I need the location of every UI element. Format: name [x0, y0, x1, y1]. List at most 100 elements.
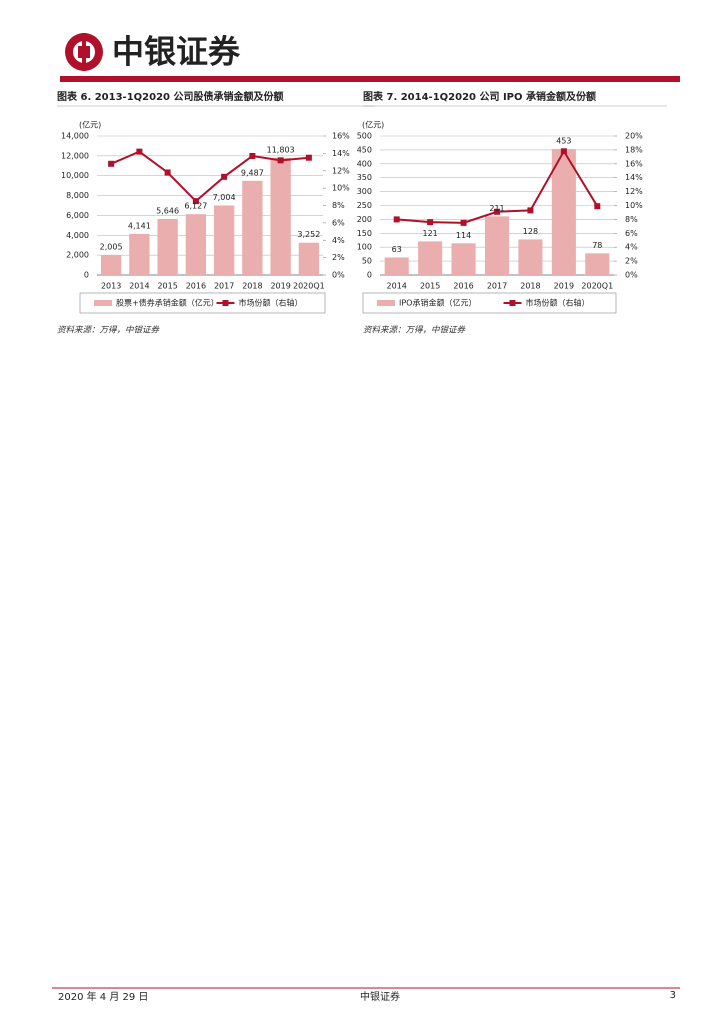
legend-label: IPO承销金额（亿元）	[399, 298, 476, 308]
logo	[65, 33, 103, 71]
y-tick-label: 8,000	[66, 191, 89, 200]
value-label: 78	[592, 241, 602, 250]
y-tick-label: 500	[357, 132, 372, 141]
y2-tick-label: 12%	[332, 166, 350, 175]
y2-tick-label: 0%	[332, 271, 345, 280]
x-tick-label: 2019	[554, 282, 574, 291]
x-tick-label: 2018	[242, 282, 262, 291]
bar	[242, 180, 263, 275]
y2-tick-label: 16%	[625, 159, 643, 168]
line-marker	[164, 169, 171, 176]
bar	[129, 233, 150, 275]
value-label: 9,487	[241, 168, 264, 177]
y-tick-label: 350	[357, 173, 372, 182]
y2-tick-label: 14%	[332, 149, 350, 158]
bar	[384, 257, 409, 275]
bar	[185, 214, 207, 275]
bar	[451, 243, 476, 275]
y-unit-label: (亿元)	[362, 120, 384, 130]
line-marker	[393, 216, 400, 223]
line-marker	[560, 148, 567, 155]
x-tick-label: 2014	[129, 282, 149, 291]
line	[110, 150, 309, 203]
value-label: 2,005	[100, 243, 123, 252]
y2-tick-label: 12%	[625, 187, 643, 196]
legend-swatch-marker	[222, 300, 229, 306]
logo-text: 中银证券	[112, 33, 241, 71]
chart-title: 图表 6. 2013-1Q2020 公司股债承销金额及份额	[57, 90, 283, 103]
y-tick-label: 150	[357, 229, 372, 238]
line-marker	[136, 148, 143, 155]
y2-tick-label: 8%	[625, 215, 638, 224]
header-rule	[60, 76, 680, 82]
x-tick-label: 2015	[420, 282, 440, 291]
legend-label: 市场份额（右轴）	[526, 298, 590, 308]
x-tick-label: 2013	[101, 282, 121, 291]
y2-tick-label: 16%	[332, 132, 350, 141]
y-tick-label: 4,000	[66, 231, 89, 240]
line-marker	[221, 173, 228, 180]
y2-tick-label: 18%	[625, 145, 643, 154]
line-marker	[527, 207, 534, 214]
line-marker	[108, 160, 115, 167]
y-tick-label: 2,000	[66, 251, 89, 260]
value-label: 63	[392, 245, 402, 254]
x-tick-label: 2019	[270, 282, 290, 291]
chart-title: 图表 7. 2014-1Q2020 公司 IPO 承销金额及份额	[363, 90, 596, 103]
bar	[518, 239, 543, 275]
legend-swatch-marker	[509, 300, 516, 306]
source-note: 资料来源：万得，中银证券	[57, 325, 161, 336]
bar	[585, 253, 610, 275]
line-marker	[305, 154, 312, 161]
x-tick-label: 2020Q1	[293, 282, 325, 291]
bar	[270, 157, 291, 275]
legend-swatch	[377, 300, 395, 306]
y-tick-label: 12,000	[61, 151, 89, 160]
y2-tick-label: 20%	[625, 132, 643, 141]
source-note: 资料来源：万得，中银证券	[363, 325, 467, 336]
y-tick-label: 0	[84, 271, 89, 280]
legend-box	[362, 292, 617, 314]
value-label: 7,004	[213, 193, 236, 202]
bar	[157, 218, 178, 275]
y-tick-label: 6,000	[66, 211, 89, 220]
value-label: 5,646	[156, 206, 179, 215]
x-tick-label: 2017	[214, 282, 234, 291]
y2-tick-label: 2%	[625, 257, 638, 266]
value-label: 453	[556, 137, 571, 146]
x-tick-label: 2015	[157, 282, 177, 291]
y2-tick-label: 14%	[625, 173, 643, 182]
y-unit-label: (亿元)	[79, 120, 101, 130]
x-tick-label: 2016	[453, 282, 473, 291]
bar	[418, 241, 443, 275]
logo-mark-bar	[82, 33, 86, 71]
value-label: 6,127	[184, 202, 207, 211]
x-tick-label: 2017	[487, 282, 507, 291]
x-tick-label: 2018	[520, 282, 540, 291]
y-tick-label: 0	[367, 271, 372, 280]
bar	[484, 216, 510, 275]
legend-label: 股票+债券承销金额（亿元）	[116, 298, 219, 308]
line-marker	[594, 203, 601, 210]
footer-date: 2020 年 4 月 29 日	[58, 990, 148, 1003]
y2-tick-label: 8%	[332, 201, 345, 210]
y2-tick-label: 6%	[332, 218, 345, 227]
y-tick-label: 250	[357, 201, 372, 210]
x-tick-label: 2020Q1	[581, 282, 613, 291]
value-label: 211	[489, 204, 504, 213]
line-marker	[192, 198, 199, 205]
value-label: 114	[456, 231, 471, 240]
x-tick-label: 2014	[387, 282, 407, 291]
legend-swatch	[94, 300, 112, 306]
footer-company: 中银证券	[360, 990, 400, 1003]
y-tick-label: 100	[357, 243, 372, 252]
y2-tick-label: 4%	[332, 236, 345, 245]
y2-tick-label: 4%	[625, 243, 638, 252]
value-label: 11,803	[267, 145, 295, 154]
value-label: 4,141	[128, 221, 151, 230]
line-marker	[249, 152, 256, 159]
line-marker	[460, 219, 467, 226]
y-tick-label: 450	[357, 145, 372, 154]
bar	[298, 242, 320, 275]
